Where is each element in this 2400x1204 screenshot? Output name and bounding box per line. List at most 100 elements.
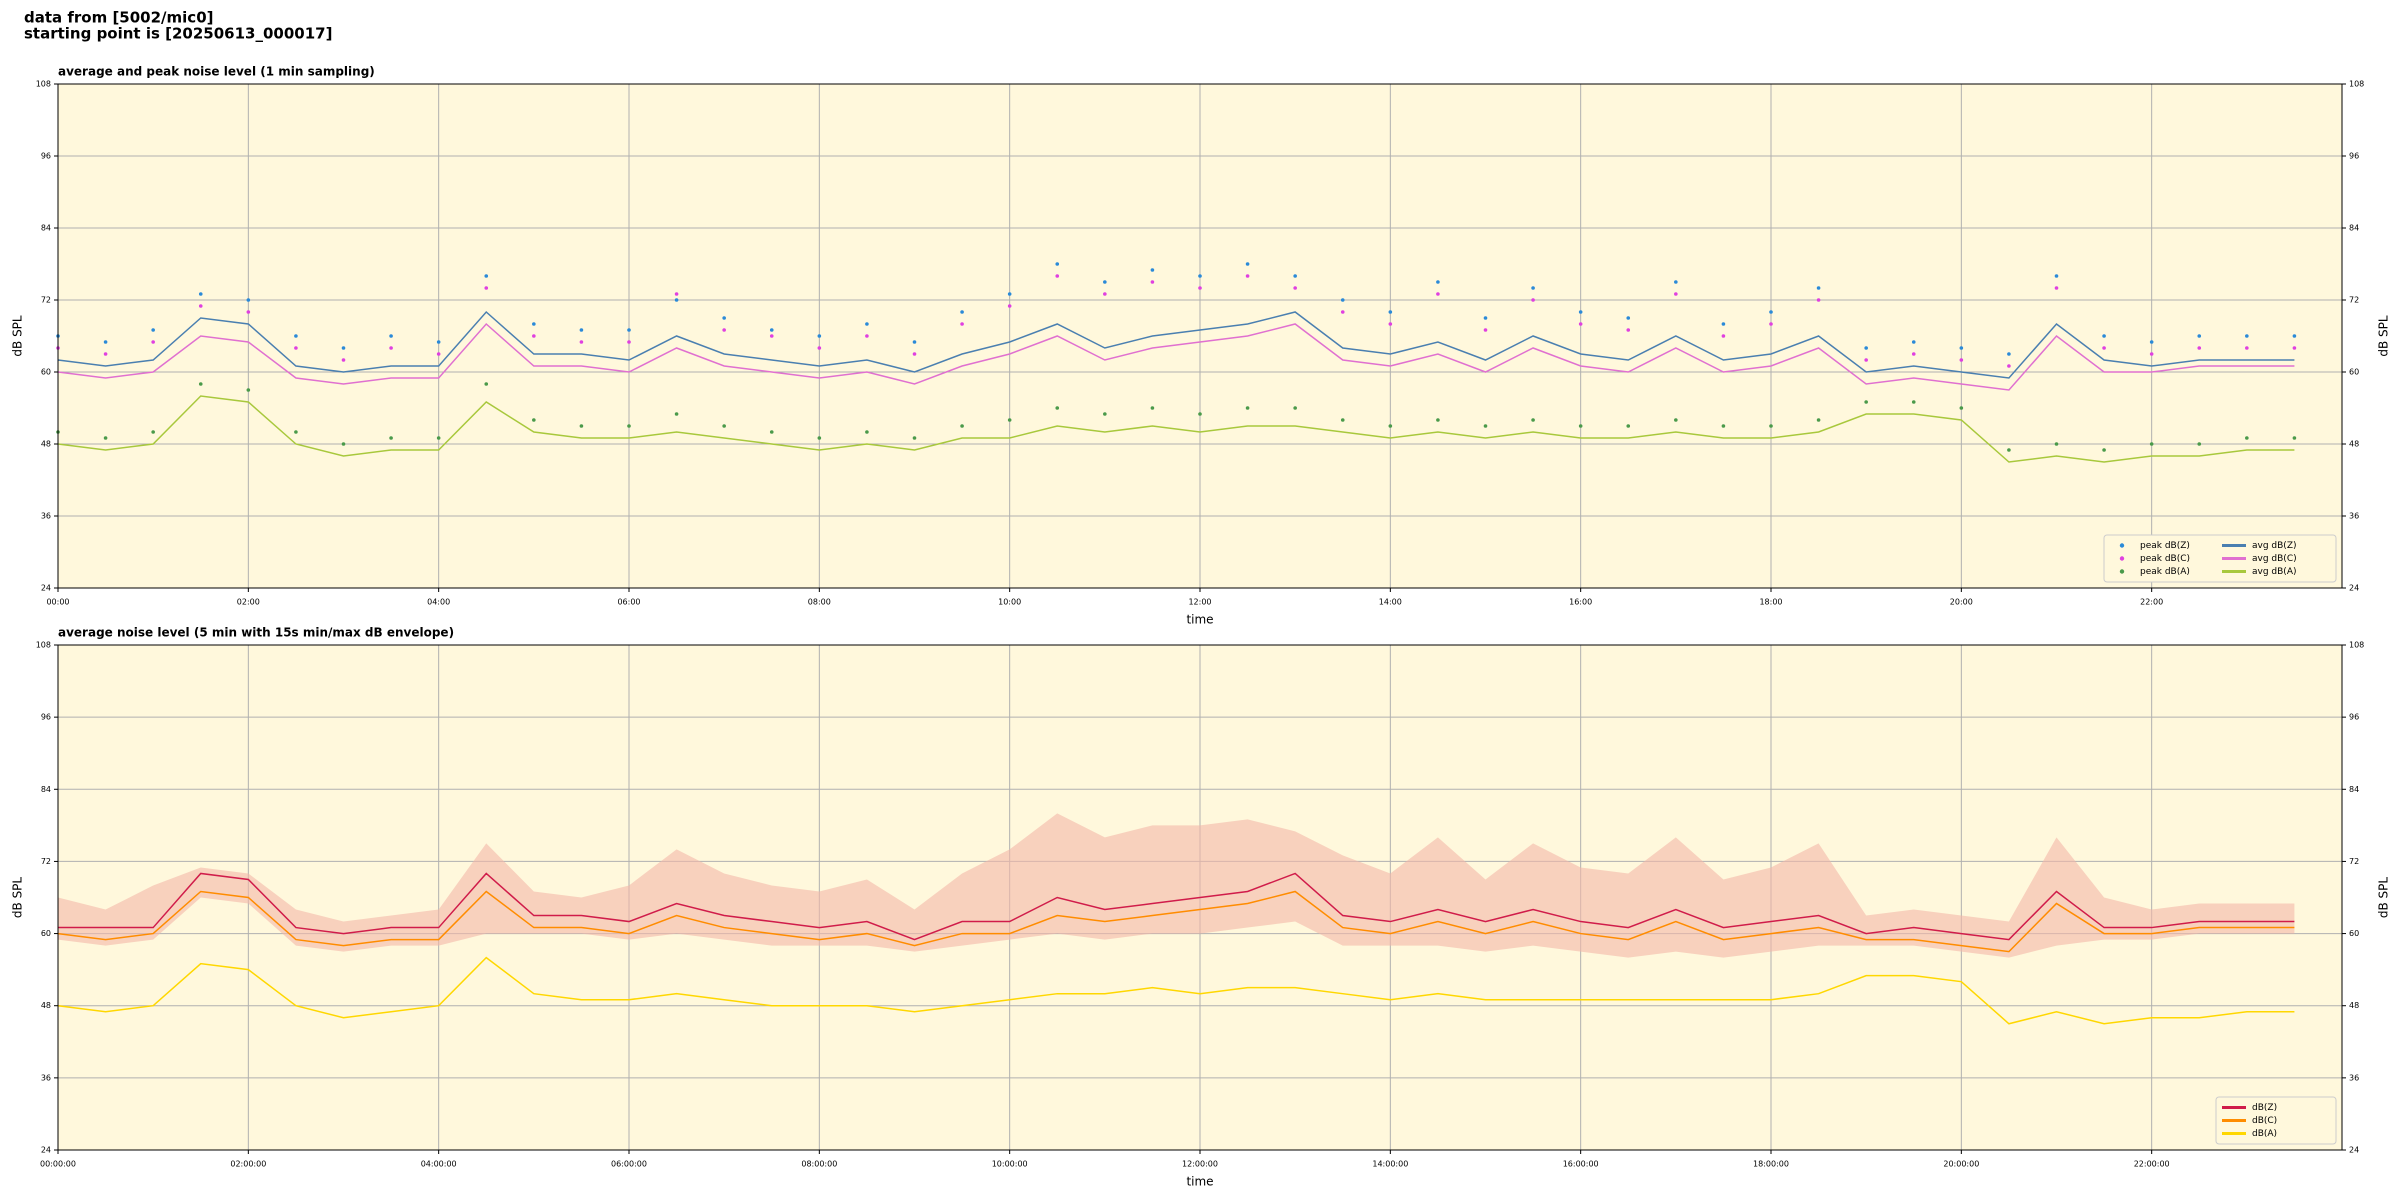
peak-dot [769,334,774,338]
peak-dot [1721,322,1726,326]
peak-dot [1055,406,1060,410]
x-tick-label: 06:00 [617,598,640,607]
peak-dot [532,334,536,338]
y-tick-label: 84 [2349,785,2359,794]
series-line [57,956,2295,1025]
peak-dot [1198,412,1202,416]
peak-dot [1674,418,1678,422]
x-tick-label: 12:00 [1188,598,1211,607]
peak-dot [2007,352,2011,356]
peak-dot [1721,334,1726,338]
peak-dot [2292,436,2297,440]
peak-dot [1959,346,1964,350]
peak-dot [627,340,631,344]
peak-dot [627,424,631,428]
peak-dot [389,436,393,440]
header-line: data from [5002/mic0] [24,9,214,27]
peak-dot [389,334,393,338]
peak-dot [1959,406,1964,410]
peak-dot [341,358,346,362]
x-axis-label: time [1186,613,1213,627]
peak-dot [198,292,203,296]
y-tick-label: 48 [2349,1001,2359,1010]
x-tick-label: 18:00 [1759,598,1782,607]
peak-dot [1816,286,1821,290]
y-tick-label: 24 [2349,1146,2359,1155]
peak-dot [960,310,964,314]
peak-dot [1103,280,1107,284]
peak-dot [532,418,536,422]
x-tick-label: 16:00 [1569,598,1592,607]
y-tick-label: 36 [2349,512,2359,521]
x-tick-label: 20:00:00 [1943,1160,1979,1169]
legend-label: avg dB(C) [2252,554,2297,564]
y-tick-label: 48 [41,440,51,449]
peak-dot [722,424,726,428]
legend-swatch [2119,556,2125,561]
legend-label: dB(A) [2252,1129,2277,1139]
peak-dot [246,298,251,302]
peak-dot [1245,274,1250,278]
series-line [57,310,2295,379]
peak-dot [1816,418,1821,422]
x-tick-label: 22:00:00 [2134,1160,2170,1169]
peak-dot [436,340,441,344]
peak-dot [1769,424,1773,428]
peak-dot [579,340,584,344]
peak-dot [1436,280,1440,284]
peak-dot [198,304,203,308]
peak-dot [103,340,108,344]
peak-dot [246,388,251,392]
peak-dot [2102,334,2106,338]
y-tick-label: 24 [41,584,51,593]
peak-dot [1911,400,1916,404]
series-line [58,872,2295,941]
peak-dot [1388,322,1393,326]
peak-dot [1293,406,1297,410]
peak-dot [246,310,251,314]
x-tick-label: 04:00 [427,598,450,607]
x-tick-label: 10:00:00 [992,1160,1028,1169]
y-tick-label: 84 [41,224,51,233]
peak-dot [294,334,298,338]
peak-dot [1674,292,1678,296]
legend-label: dB(Z) [2252,1103,2277,1113]
peak-dot [1816,298,1821,302]
peak-dot [1626,328,1631,332]
y-tick-label: 72 [41,296,51,305]
peak-dot [2102,346,2106,350]
peak-dot [1150,406,1155,410]
peak-dot [1340,310,1345,314]
peak-dot [1198,286,1202,290]
x-tick-label: 02:00:00 [230,1160,266,1169]
peak-dot [2149,442,2154,446]
peak-dot [1531,286,1535,290]
peak-dot [1388,424,1393,428]
peak-dot [912,352,917,356]
x-tick-label: 00:00:00 [40,1160,76,1169]
peak-dot [341,442,346,446]
legend-swatch [2119,569,2125,574]
x-tick-label: 14:00 [1379,598,1402,607]
peak-dot [1103,292,1107,296]
peak-dot [151,430,155,434]
x-tick-label: 22:00 [2140,598,2163,607]
y-tick-label: 108 [36,80,51,89]
peak-dot [2292,334,2297,338]
y-tick-label: 60 [2349,368,2359,377]
y-tick-label: 36 [41,1073,51,1082]
peak-dot [103,352,108,356]
legend-label: dB(C) [2252,1116,2277,1126]
peak-dot [1055,262,1060,266]
y-axis-label: dB SPL [11,315,25,357]
y-tick-label: 96 [41,713,51,722]
y-tick-label: 108 [2349,80,2364,89]
peak-dot [912,436,917,440]
legend-box [2103,534,2337,583]
peak-dot [1007,418,1012,422]
peak-dot [389,346,393,350]
peak-dot [579,424,584,428]
chart-title: average noise level (5 min with 15s min/… [58,626,454,640]
x-tick-label: 00:00 [46,598,69,607]
